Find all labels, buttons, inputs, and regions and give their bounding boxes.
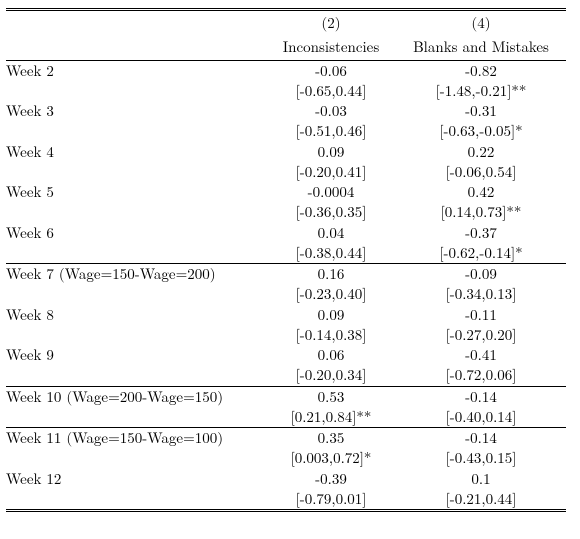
header-col4-num: (4) [396,10,566,36]
row-ci4: [-0.27,0.20] [396,325,566,345]
row-ci4: [-0.40,0.14] [396,407,566,428]
row-label-blank [6,365,266,386]
row-label-blank [6,121,266,141]
row-label-blank [6,325,266,345]
header-blank2 [6,35,266,60]
row-label: Week 3 [6,101,266,121]
row-ci2: [0.21,0.84]** [266,407,396,428]
row-v2: 0.04 [266,223,396,243]
regression-table: (2)(4) InconsistenciesBlanks and Mistake… [6,8,566,512]
row-v4: -0.37 [396,223,566,243]
header-col2-label: Inconsistencies [266,35,396,60]
row-ci2: [-0.65,0.44] [266,81,396,101]
row-ci4: [-1.48,-0.21]** [396,81,566,101]
row-label-blank [6,448,266,468]
row-v4: -0.31 [396,101,566,121]
row-label: Week 11 (Wage=150-Wage=100) [6,428,266,449]
header-blank [6,10,266,36]
header-col2-num: (2) [266,10,396,36]
row-v4: -0.82 [396,60,566,81]
row-v4: -0.11 [396,305,566,325]
row-ci4: [-0.43,0.15] [396,448,566,468]
row-label: Week 5 [6,182,266,202]
row-ci2: [-0.20,0.41] [266,162,396,182]
row-v2: -0.0004 [266,182,396,202]
row-ci2: [-0.38,0.44] [266,243,396,264]
row-v4: 0.22 [396,142,566,162]
row-label: Week 12 [6,469,266,489]
row-v4: 0.1 [396,469,566,489]
row-ci4: [0.14,0.73]** [396,202,566,222]
row-ci2: [-0.79,0.01] [266,489,396,511]
row-ci4: [-0.62,-0.14]* [396,243,566,264]
row-ci4: [-0.21,0.44] [396,489,566,511]
row-v4: -0.14 [396,428,566,449]
row-label-blank [6,284,266,304]
row-v2: 0.06 [266,345,396,365]
row-v4: 0.42 [396,182,566,202]
row-label: Week 9 [6,345,266,365]
row-v2: 0.09 [266,142,396,162]
row-label: Week 8 [6,305,266,325]
row-label-blank [6,489,266,511]
row-v4: -0.09 [396,264,566,285]
row-label-blank [6,243,266,264]
row-label: Week 6 [6,223,266,243]
row-v2: -0.06 [266,60,396,81]
row-label: Week 10 (Wage=200-Wage=150) [6,386,266,407]
row-v2: -0.39 [266,469,396,489]
row-v4: -0.14 [396,386,566,407]
row-ci2: [-0.23,0.40] [266,284,396,304]
row-label: Week 2 [6,60,266,81]
row-label: Week 4 [6,142,266,162]
row-v2: -0.03 [266,101,396,121]
row-v4: -0.41 [396,345,566,365]
header-col4-label: Blanks and Mistakes [396,35,566,60]
row-label-blank [6,162,266,182]
row-ci2: [-0.36,0.35] [266,202,396,222]
row-label: Week 7 (Wage=150-Wage=200) [6,264,266,285]
row-ci4: [-0.72,0.06] [396,365,566,386]
row-ci2: [-0.20,0.34] [266,365,396,386]
row-ci2: [-0.14,0.38] [266,325,396,345]
row-v2: 0.09 [266,305,396,325]
row-ci2: [-0.51,0.46] [266,121,396,141]
row-v2: 0.35 [266,428,396,449]
row-ci2: [0.003,0.72]* [266,448,396,468]
row-ci4: [-0.06,0.54] [396,162,566,182]
row-v2: 0.53 [266,386,396,407]
row-v2: 0.16 [266,264,396,285]
row-label-blank [6,81,266,101]
row-ci4: [-0.63,-0.05]* [396,121,566,141]
row-label-blank [6,407,266,428]
row-ci4: [-0.34,0.13] [396,284,566,304]
row-label-blank [6,202,266,222]
